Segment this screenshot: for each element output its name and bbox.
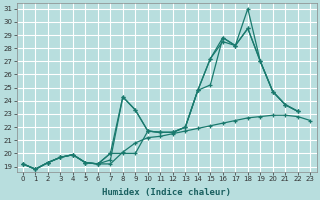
X-axis label: Humidex (Indice chaleur): Humidex (Indice chaleur)	[102, 188, 231, 197]
